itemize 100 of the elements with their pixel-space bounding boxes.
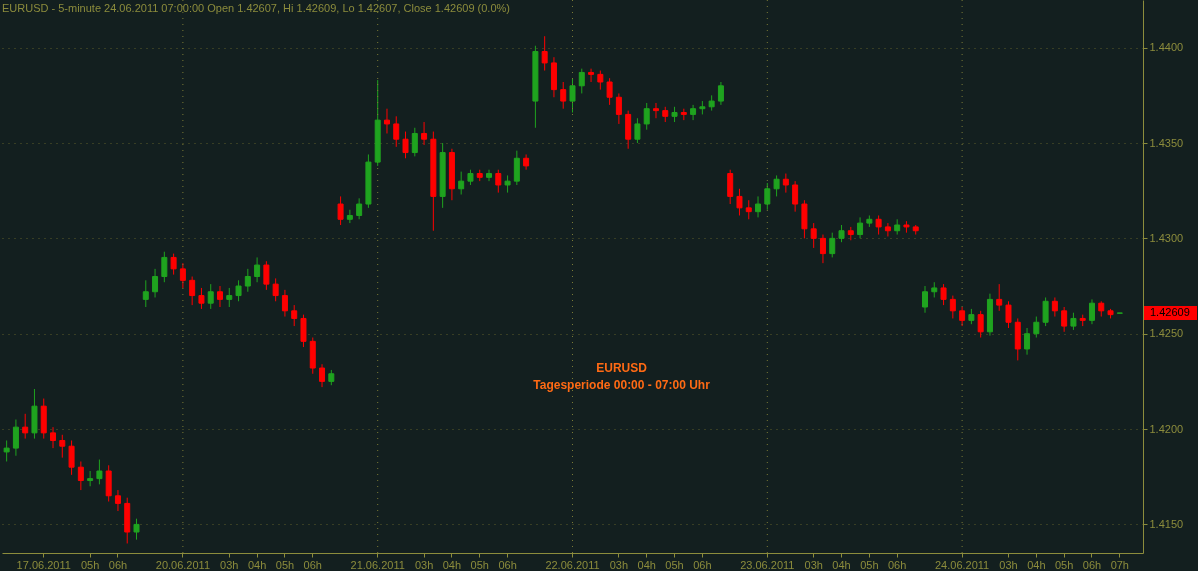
candlestick	[1033, 316, 1040, 339]
candlestick	[217, 285, 223, 308]
x-tick-label: 05h	[80, 558, 100, 571]
candlestick	[152, 268, 159, 298]
candlestick	[59, 434, 66, 459]
x-tick-label: 04h	[1027, 558, 1046, 571]
candlestick	[235, 279, 242, 302]
candlestick	[96, 459, 103, 485]
candlestick	[996, 283, 1003, 312]
candlestick	[1088, 298, 1095, 325]
candlestick	[402, 131, 409, 159]
candlestick	[133, 518, 140, 541]
candlestick	[810, 222, 817, 249]
x-tick-label: 24.06.2011	[934, 558, 990, 571]
x-tick-label: 05h	[1054, 558, 1074, 571]
candlestick	[1005, 300, 1012, 329]
y-tick-label: 1.4300	[1149, 231, 1184, 244]
x-tick-label: 04h	[832, 558, 851, 571]
candlestick	[643, 102, 650, 131]
x-tick-label: 04h	[637, 558, 656, 571]
candlestick	[281, 289, 288, 318]
candlestick	[884, 222, 891, 237]
candlestick	[717, 81, 724, 106]
candlestick	[207, 283, 214, 310]
candlestick	[495, 169, 502, 194]
candlestick	[634, 117, 641, 144]
candlestick	[949, 295, 956, 319]
candlestick	[77, 460, 84, 491]
candlestick	[523, 153, 530, 171]
x-tick-label: 06h	[303, 558, 322, 571]
x-tick-label: 07h	[1110, 558, 1129, 571]
x-tick-label: 03h	[609, 558, 629, 571]
candlestick	[1024, 327, 1031, 356]
candlestick	[346, 209, 353, 224]
x-tick-label: 05h	[860, 558, 879, 571]
y-tick-label: 1.4400	[1149, 41, 1184, 54]
x-tick-label: 17.06.2011	[16, 558, 71, 571]
candlestick	[458, 171, 465, 195]
y-tick-label: 1.4150	[1149, 517, 1184, 530]
x-tick-label: 06h	[888, 558, 907, 571]
candlestick	[22, 413, 29, 440]
candlestick	[114, 489, 121, 512]
x-tick-label: 04h	[442, 558, 462, 571]
x-tick-label: 22.06.2011	[545, 558, 600, 571]
x-tick-label: 03h	[414, 558, 434, 571]
candlestick	[652, 102, 659, 119]
x-tick-label: 20.06.2011	[155, 558, 211, 571]
candlestick	[569, 77, 576, 114]
candlestick	[50, 426, 57, 449]
candlestick	[764, 182, 771, 211]
candlestick	[755, 195, 762, 218]
candlestick	[597, 70, 604, 91]
candlestick	[393, 115, 400, 148]
x-tick-label: 23.06.2011	[740, 558, 795, 571]
candlestick	[486, 169, 493, 182]
candlestick	[198, 287, 205, 310]
candlestick	[142, 279, 149, 308]
candlestick	[356, 197, 363, 220]
x-tick-label: 06h	[108, 558, 128, 571]
candlestick	[578, 68, 585, 94]
candlestick	[588, 68, 595, 83]
candlestick	[1042, 296, 1049, 327]
candlestick	[560, 81, 567, 110]
candlestick	[782, 173, 789, 194]
candlestick	[940, 283, 947, 306]
candlestick	[300, 314, 307, 348]
x-tick-label: 05h	[665, 558, 684, 571]
candlestick	[922, 285, 928, 314]
candlestick	[792, 180, 799, 213]
candlestick	[272, 277, 279, 302]
candlestick	[829, 232, 836, 258]
candlestick	[727, 169, 734, 205]
candlestick	[68, 439, 75, 476]
candlestick	[411, 127, 418, 157]
candlestick	[819, 234, 826, 264]
candlestick	[977, 310, 984, 339]
candlestick	[12, 419, 19, 457]
candlestick	[857, 216, 864, 239]
candlestick	[291, 304, 298, 327]
candlestick	[959, 306, 966, 327]
x-tick-label: 03h	[804, 558, 823, 571]
candlestick	[161, 251, 168, 283]
candlestick	[244, 268, 251, 293]
candlestick	[690, 104, 697, 121]
text: 1.42609	[1150, 305, 1190, 318]
x-tick-label: 04h	[247, 558, 267, 571]
candlestick	[606, 77, 613, 106]
candlestick	[337, 195, 344, 226]
y-tick-label: 1.4250	[1149, 327, 1184, 340]
candlestick	[226, 287, 233, 308]
x-tick-label: 05h	[275, 558, 295, 571]
candlestick	[745, 199, 752, 220]
candlestick	[736, 188, 743, 216]
candlestick	[87, 470, 94, 487]
annotation: EURUSD	[596, 360, 648, 375]
x-tick-label: 03h	[220, 558, 239, 571]
candlestick	[1061, 306, 1068, 333]
x-tick-label: 03h	[999, 558, 1018, 571]
x-tick-label: 06h	[693, 558, 712, 571]
candlestick	[615, 92, 622, 125]
